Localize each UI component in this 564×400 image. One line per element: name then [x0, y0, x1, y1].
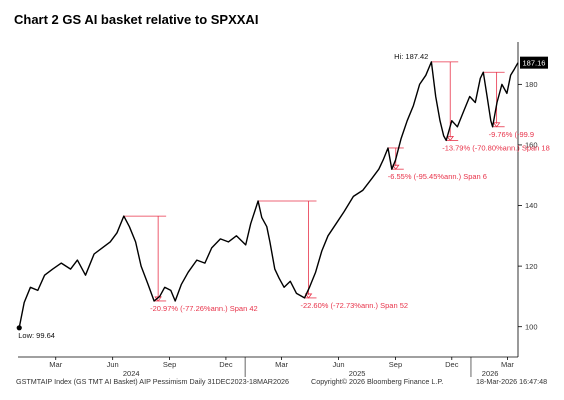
axes-group: 100 120 140 160 180 Mar Jun Sep Dec Mar Jun Sep Dec M…	[18, 42, 538, 378]
drawdown-label: -20.97% (-77.26%ann.) Span 42	[150, 304, 258, 313]
y-tick-label: 140	[525, 201, 538, 210]
drawdown-arrow-head	[446, 135, 455, 142]
drawdown-label: -22.60% (-72.73%ann.) Span 52	[301, 301, 409, 310]
drawdown-label: -9.76% (-99.9	[489, 130, 534, 139]
x-tick-label: Dec	[445, 360, 459, 369]
x-tick-label: Jun	[107, 360, 119, 369]
x-tick-label: Mar	[49, 360, 62, 369]
x-year-label: 2026	[482, 369, 499, 378]
footer-timestamp-text: 18-Mar-2026 16:47:48	[476, 377, 548, 386]
drawdown-label: -6.55% (-95.45%ann.) Span 6	[388, 172, 487, 181]
drawdown-arrow-head	[391, 164, 400, 170]
x-tick-label: Mar	[501, 360, 514, 369]
low-label: Low: 99.64	[18, 331, 55, 340]
series-group	[18, 61, 519, 328]
y-tick-label: 160	[525, 141, 538, 150]
x-tick-label: Mar	[275, 360, 288, 369]
footer-source-text: GSTMTAIP Index (GS TMT AI Basket) AIP Pe…	[16, 377, 289, 386]
label-group: Low: 99.64 Hi: 187.42 187.16	[16, 52, 548, 340]
drawdown-annotations: -20.97% (-77.26%ann.) Span 42 -22.60% (-7…	[123, 61, 550, 313]
y-tick-label: 180	[525, 80, 538, 89]
x-year-label: 2024	[123, 369, 140, 378]
drawdown-label: -13.79% (-70.80%ann.) Span 18	[442, 143, 550, 152]
footer-copyright-text: Copyright© 2026 Bloomberg Finance L.P.	[311, 377, 444, 386]
low-point-marker	[16, 325, 22, 331]
drawdown-arrow-head	[304, 293, 313, 299]
x-tick-label: Jun	[332, 360, 344, 369]
last-value-badge	[520, 56, 548, 69]
x-tick-label: Sep	[163, 360, 176, 369]
y-tick-label: 100	[525, 322, 538, 331]
x-tick-label: Sep	[389, 360, 402, 369]
last-value-label: 187.16	[523, 58, 546, 67]
drawdown-arrow-head	[492, 122, 501, 128]
y-tick-label: 120	[525, 262, 538, 271]
x-year-label: 2025	[349, 369, 366, 378]
chart-title: Chart 2 GS AI basket relative to SPXXAI	[14, 12, 259, 27]
series-line	[18, 61, 519, 328]
hi-label: Hi: 187.42	[394, 52, 428, 61]
x-tick-label: Dec	[219, 360, 233, 369]
